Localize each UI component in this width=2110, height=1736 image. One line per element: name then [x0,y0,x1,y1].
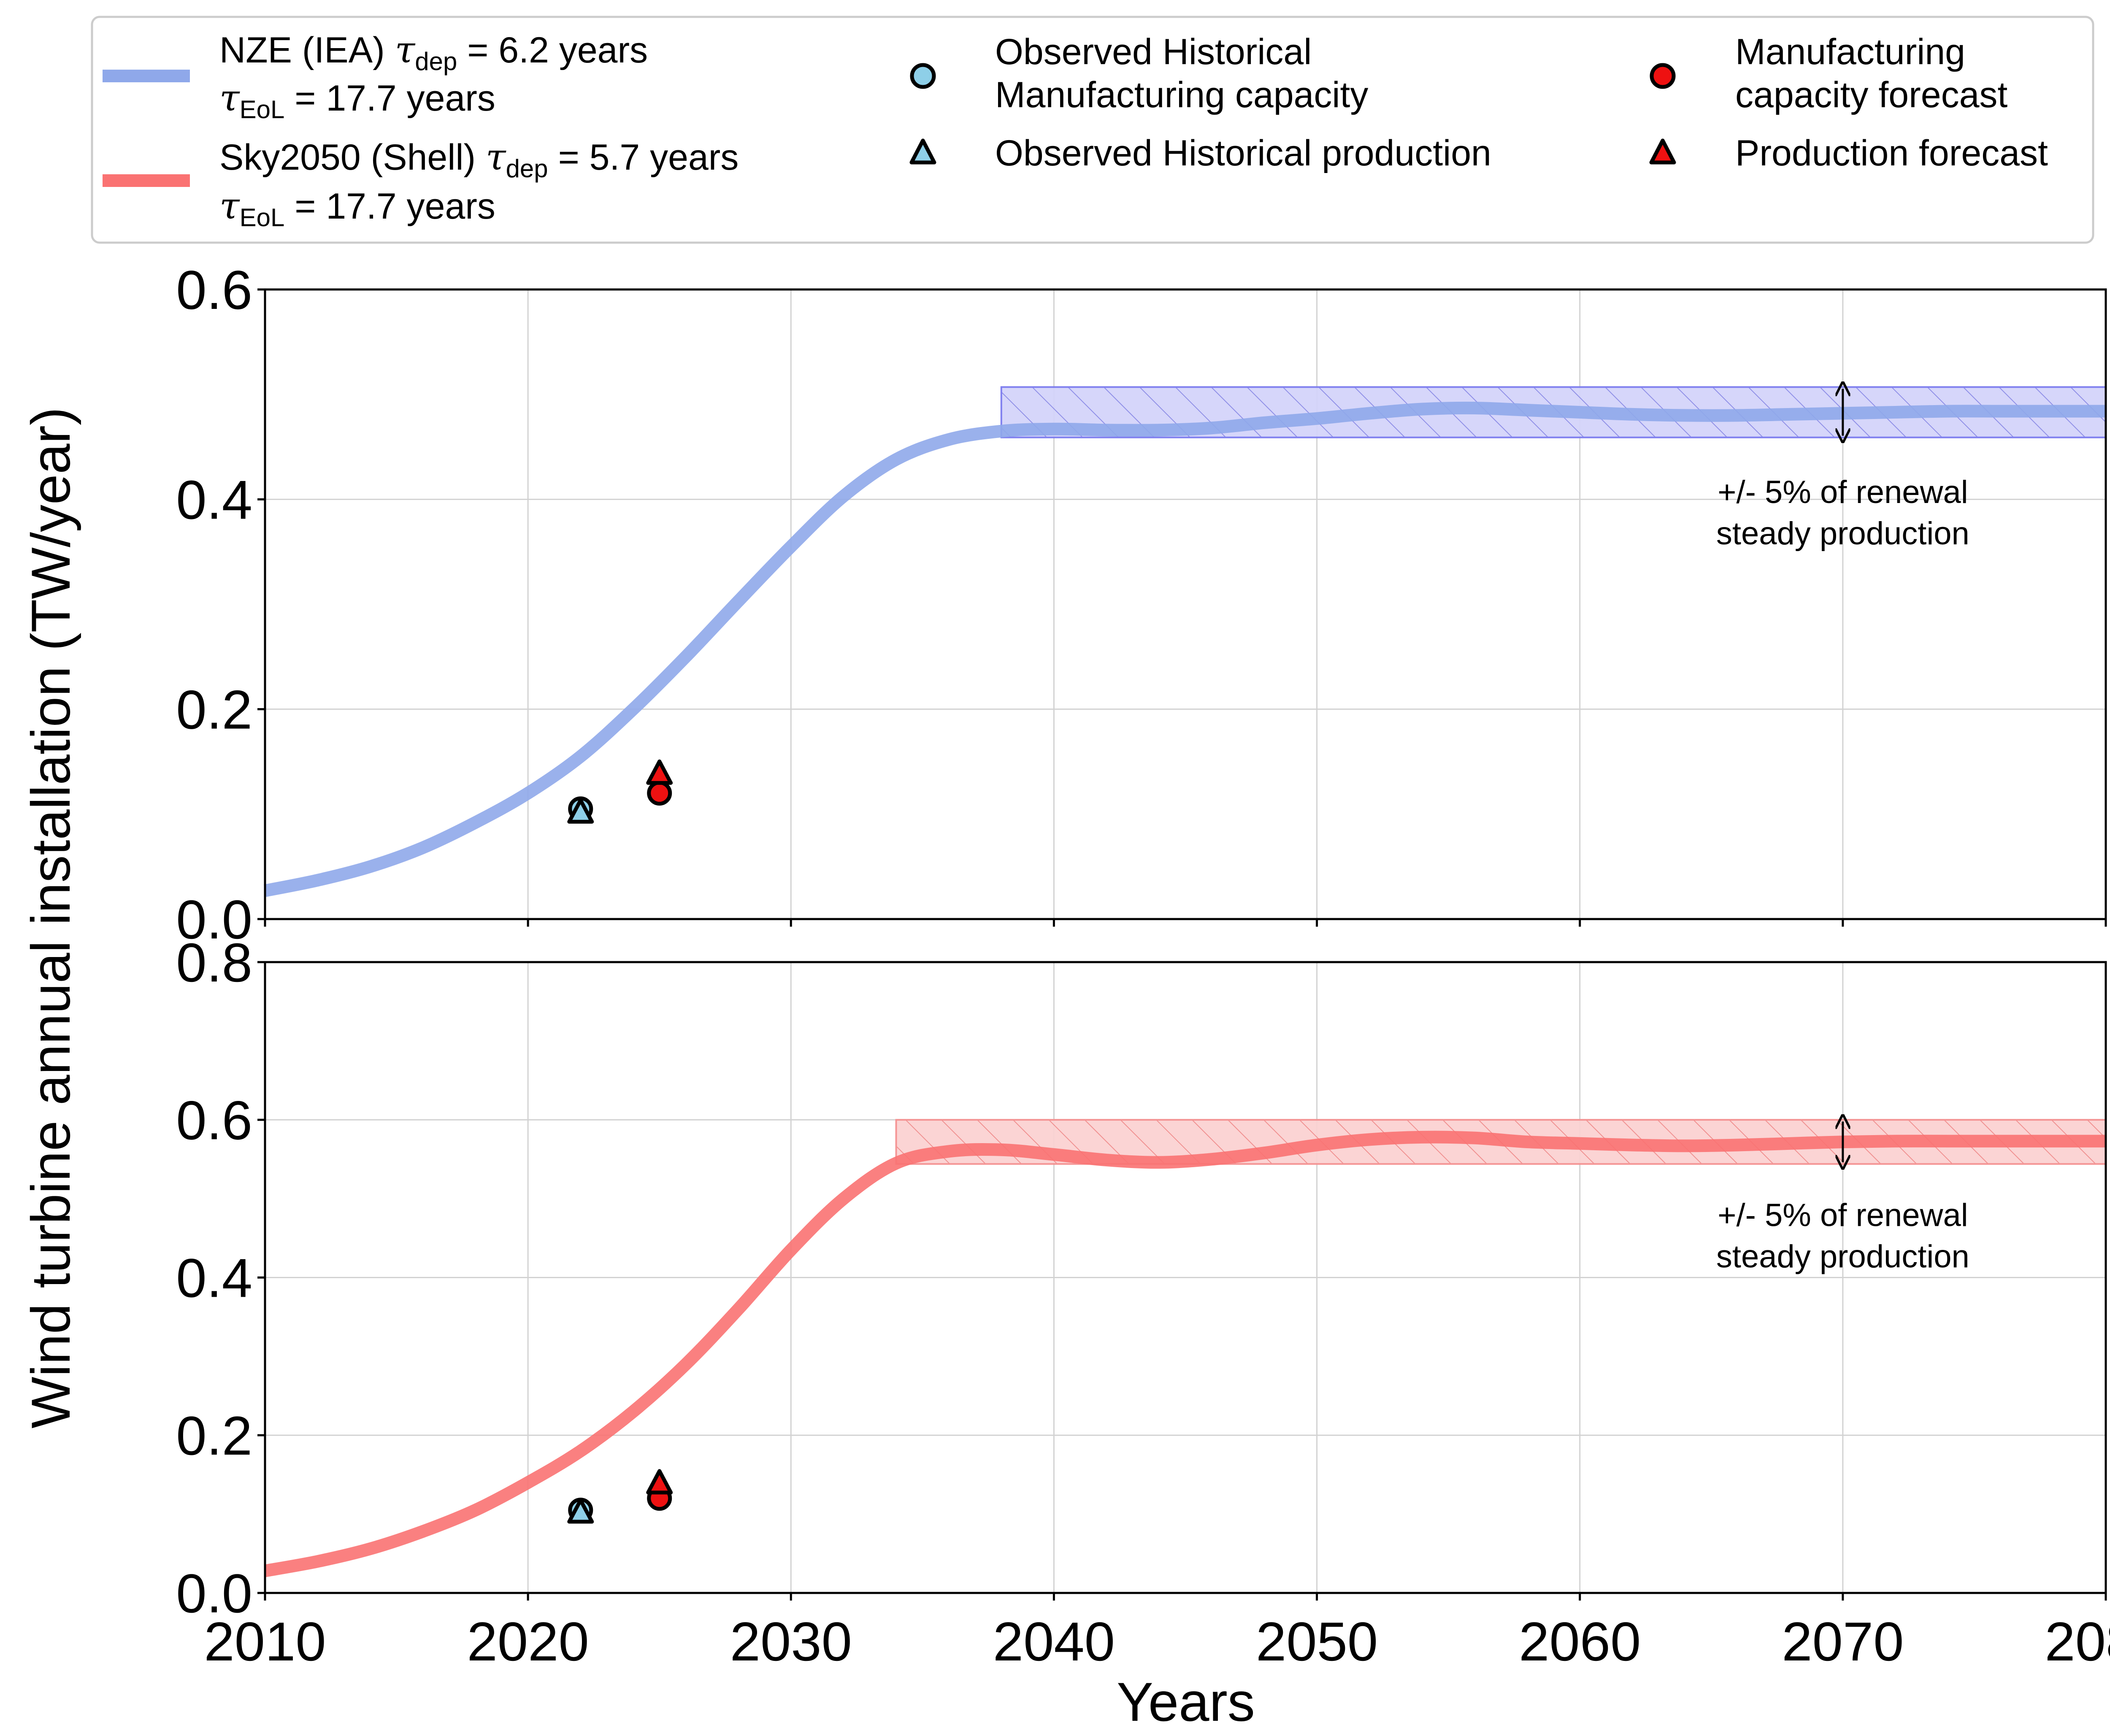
x-axis-label: Years [1117,1671,1255,1733]
legend-hist-capacity-line2: Manufacturing capacity [995,75,1368,115]
legend-nze-eol-value: = 17.7 years [284,78,495,119]
legend-nze-eol-sub: EoL [240,95,285,124]
bottom-sky2050-shell-line [264,1130,2106,1577]
top-panel: +/- 5% of renewal steady production 0.0 0.2… [176,259,2107,950]
legend-nze-dep-value: = 6.2 years [457,30,648,70]
legend-forecast-production-label: Production forecast [1735,133,2048,173]
legend-sky-dep-value: = 5.7 years [548,137,739,178]
legend-sky-tau-dep: τ [486,136,506,178]
top-ytick-label-0.2: 0.2 [176,679,252,741]
bottom-xtick-label-2030: 2030 [730,1611,852,1672]
top-axes-frame [264,288,2107,920]
legend-sky-label: Sky2050 (Shell) τdep = 5.7 years [219,136,738,183]
bottom-xtick-label-2080: 2080 [2045,1611,2110,1672]
legend-forecast-capacity-line1: Manufacturing [1735,32,1965,72]
legend-hist-production-marker [909,138,936,165]
bottom-ytick-label-0.2: 0.2 [176,1405,252,1466]
legend-forecast-capacity-line2: capacity forecast [1735,75,2007,115]
legend-nze-tau-eol: τ [219,77,240,119]
bottom-xtick-label-2070: 2070 [1782,1611,1904,1672]
legend-sky-eol-sub: EoL [240,203,285,232]
top-observed-historical-production-point [567,798,594,824]
legend-nze-name: NZE (IEA) [219,30,395,70]
legend: NZE (IEA) τdep = 6.2 years τEoL = 17.7 y… [91,16,2094,244]
bottom-ytick-label-0.0: 0.0 [176,1563,252,1624]
bottom-annotation-line1: +/- 5% of renewal [1718,1197,1968,1233]
legend-frame [91,16,2094,244]
bottom-xtick-label-2020: 2020 [467,1611,589,1672]
legend-hist-capacity-line1: Observed Historical [995,32,1312,72]
legend-forecast-production-marker [1649,138,1676,165]
bottom-panel: +/- 5% of renewal steady production 2010 20… [176,932,2110,1672]
legend-nze-label: NZE (IEA) τdep = 6.2 years [219,29,648,76]
legend-sky-name: Sky2050 (Shell) [219,137,486,178]
top-production-forecast-point [646,759,673,785]
top-annotation-line2: steady production [1716,516,1969,552]
bottom-xtick-label-2060: 2060 [1519,1611,1641,1672]
top-ytick-label-0.4: 0.4 [176,469,252,530]
legend-nze-dep-sub: dep [415,47,457,76]
legend-nze-eol: τEoL = 17.7 years [219,77,495,124]
bottom-xtick-label-2050: 2050 [1256,1611,1378,1672]
bottom-annotation-line2: steady production [1716,1238,1969,1274]
legend-forecast-capacity-marker [1650,63,1676,89]
y-axis-label: Wind turbine annual installation (TW/yea… [20,407,81,1429]
bottom-ytick-label-0.6: 0.6 [176,1090,252,1151]
bottom-xtick-label-2010: 2010 [204,1611,326,1672]
legend-sky-eol-value: = 17.7 years [284,186,495,227]
top-ytick-label-0.6: 0.6 [176,259,252,321]
legend-hist-production-label: Observed Historical production [995,133,1491,173]
bottom-production-forecast-point [646,1469,673,1495]
bottom-xtick-label-2040: 2040 [993,1611,1115,1672]
top-nze-iea-line [264,401,2106,897]
bottom-observed-historical-production-point [567,1498,594,1524]
legend-hist-capacity-marker [910,63,936,89]
legend-sky-dep-sub: dep [506,154,548,183]
bottom-ytick-label-0.4: 0.4 [176,1247,252,1309]
legend-sky-eol: τEoL = 17.7 years [219,185,495,232]
legend-nze-tau-dep: τ [395,29,416,71]
legend-sky-tau-eol: τ [219,185,240,227]
top-ytick-label-0.0: 0.0 [176,889,252,950]
bottom-ytick-label-0.8: 0.8 [176,932,252,993]
top-annotation-line1: +/- 5% of renewal [1718,474,1968,510]
top-manufacturing-capacity-forecast-point [647,781,672,806]
